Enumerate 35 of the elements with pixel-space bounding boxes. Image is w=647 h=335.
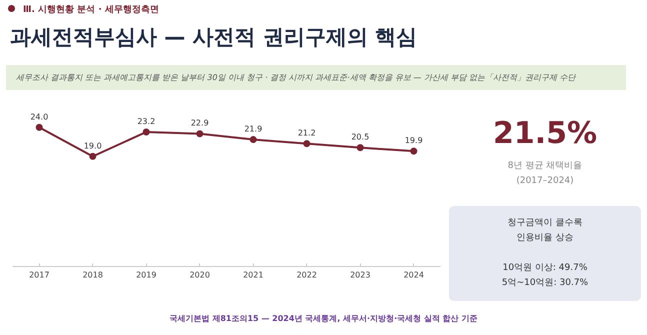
x-tick-label: 2018: [82, 270, 103, 280]
point: [89, 152, 96, 160]
x-tick-label: 2017: [29, 270, 50, 280]
point: [410, 148, 418, 155]
chart-subtitle: 세무조사 결과통지 또는 과세예고통지를 받은 날부터 30일 이내 청구 · 결정 시까지 과세표준·세액 확정을 유보 — 가산세 부담 없는「사전적」권리구제 수단: [6, 65, 626, 90]
data-label: 24.0: [30, 112, 48, 122]
point: [142, 128, 150, 136]
x-tick-label: 2020: [190, 270, 210, 280]
point: [356, 144, 364, 152]
data-label: 23.2: [137, 117, 156, 126]
chart-title: 과세전적부심사 — 사전적 권리구제의 핵심: [9, 24, 418, 51]
text: 5억~10억원: 30.7%: [502, 278, 588, 288]
data-label: 21.2: [298, 128, 316, 138]
point: [196, 130, 204, 138]
point: [250, 136, 257, 144]
data-label: 20.5: [351, 132, 370, 142]
text: 청구금액이 클수록: [508, 218, 582, 228]
text: (2017–2024): [515, 174, 575, 188]
x-tick-label: 2021: [243, 270, 264, 280]
data-label: 19.0: [84, 141, 102, 150]
x-tick-label: 2022: [296, 270, 317, 280]
data-label: 22.9: [190, 118, 209, 128]
text: 인용비율 상승: [516, 232, 574, 243]
text: 10억원 이상: 49.7%: [502, 262, 588, 273]
text: 국세기본법 제81조의15 — 2024년 국세통계, 세무서·지방청·국세청 실적 합산 기준: [168, 313, 478, 324]
x-tick-label: 2024: [404, 270, 424, 280]
x-tick-label: 2019: [136, 270, 156, 280]
x-tick-label: 2023: [350, 270, 370, 280]
point: [303, 140, 310, 148]
data-label: 19.9: [404, 136, 423, 146]
point: [36, 124, 43, 131]
text: Ⅲ. 시행현황 분석 · 세무행정측면: [22, 4, 159, 17]
text: 8년 평균 채택비율: [506, 160, 584, 173]
text: 21.5%: [492, 115, 598, 153]
data-label: 21.9: [244, 124, 262, 134]
